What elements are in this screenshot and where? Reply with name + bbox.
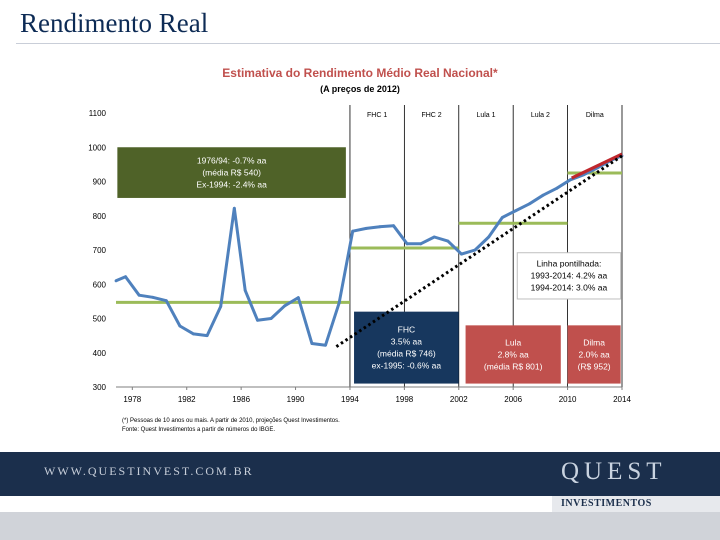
period-label: FHC 1 [367, 112, 387, 119]
annotation-box-fhc [354, 311, 459, 384]
data-point [178, 324, 182, 328]
data-point [460, 252, 463, 256]
data-point [514, 209, 518, 213]
x-tick-label: 2002 [450, 395, 468, 404]
annotation-text: Dilma [583, 337, 605, 347]
period-label: Dilma [586, 112, 604, 119]
bottom-band [0, 512, 720, 540]
data-point [405, 242, 409, 246]
income-chart: Estimativa do Rendimento Médio Real Naci… [88, 66, 631, 433]
x-tick-label: 2010 [559, 395, 577, 404]
x-tick-label: 1982 [178, 395, 196, 404]
data-point [555, 186, 559, 190]
annotation-text: (média R$ 540) [202, 167, 261, 177]
annotation-text: Lula [505, 337, 521, 347]
data-point [192, 332, 195, 336]
data-point [296, 296, 300, 300]
annotation-box-lula [465, 325, 561, 384]
data-point [487, 235, 491, 239]
x-tick-label: 2014 [613, 395, 631, 404]
data-point [151, 295, 155, 299]
data-point [164, 299, 168, 303]
x-tick-label: 1978 [123, 395, 141, 404]
data-point [500, 216, 504, 219]
data-point [205, 334, 209, 338]
footnote: (*) Pessoas de 10 anos ou mais. A partir… [122, 418, 340, 424]
footnote: Fonte: Quest Investimentos a partir de n… [122, 427, 275, 433]
footer-band [0, 452, 720, 496]
annotation-box-dotted [516, 252, 622, 300]
data-point [243, 289, 247, 292]
data-point [351, 229, 355, 233]
data-point [364, 227, 368, 230]
annotation-text: 2.8% aa [498, 349, 529, 359]
data-point [283, 304, 287, 308]
data-point [446, 239, 450, 243]
data-point [324, 343, 327, 347]
x-tick-label: 2006 [504, 395, 522, 404]
y-tick-label: 800 [93, 212, 107, 221]
data-point [269, 317, 273, 320]
y-tick-label: 900 [93, 178, 107, 187]
annotation-box-dilma [567, 325, 621, 384]
x-tick-label: 1986 [232, 395, 250, 404]
chart-title: Estimativa do Rendimento Médio Real Naci… [222, 66, 498, 80]
data-point [256, 318, 259, 322]
data-point [419, 242, 423, 246]
data-point [568, 178, 572, 182]
data-point [137, 293, 141, 297]
series-line-1 [571, 152, 623, 180]
y-tick-label: 300 [93, 383, 107, 392]
logo-subtitle: INVESTIMENTOS [561, 498, 652, 509]
period-label: FHC 2 [421, 112, 441, 119]
period-label: Lula 1 [476, 112, 495, 119]
annotation-box-pre94 [117, 147, 346, 198]
y-tick-label: 500 [93, 315, 107, 324]
annotation-text: Ex-1994: -2.4% aa [196, 179, 267, 189]
annotation-text: 3.5% aa [391, 336, 422, 346]
title-divider [16, 43, 720, 44]
slide-title: Rendimento Real [20, 8, 209, 38]
data-point [232, 206, 236, 210]
x-tick-label: 1990 [287, 395, 305, 404]
annotation-text: (média R$ 801) [484, 361, 543, 371]
data-point [473, 248, 477, 252]
annotation-text: FHC [398, 324, 415, 334]
data-point [528, 202, 531, 206]
annotation-text: 1976/94: -0.7% aa [197, 155, 267, 165]
x-tick-label: 1998 [395, 395, 413, 404]
y-tick-label: 1100 [89, 109, 107, 118]
data-point [310, 342, 314, 345]
quest-logo: QUEST [561, 458, 667, 485]
trend-line [335, 154, 623, 348]
data-point [378, 225, 382, 229]
chart-subtitle: (A preços de 2012) [320, 84, 400, 94]
period-label: Lula 2 [531, 112, 550, 119]
data-point [337, 301, 341, 305]
y-tick-label: 700 [93, 246, 107, 255]
data-point [541, 193, 545, 197]
annotation-text: Linha pontilhada: [537, 259, 602, 269]
annotation-text: 1993-2014: 4.2% aa [531, 271, 608, 281]
data-point [219, 305, 223, 308]
y-tick-label: 400 [93, 349, 107, 358]
annotation-text: 2.0% aa [579, 349, 610, 359]
y-tick-label: 600 [93, 280, 107, 289]
data-point [392, 224, 395, 228]
annotation-text: 1994-2014: 3.0% aa [531, 283, 608, 293]
annotation-text: (R$ 952) [578, 361, 611, 371]
y-tick-label: 1000 [88, 143, 106, 152]
annotation-text: (média R$ 746) [377, 348, 436, 358]
data-point [114, 279, 118, 283]
annotation-text: ex-1995: -0.6% aa [372, 360, 442, 370]
x-tick-label: 1994 [341, 395, 359, 404]
data-point [432, 235, 436, 239]
logo-subtitle-box [552, 496, 720, 512]
footer-url: WWW.QUESTINVEST.COM.BR [44, 464, 254, 478]
data-point [124, 275, 127, 279]
